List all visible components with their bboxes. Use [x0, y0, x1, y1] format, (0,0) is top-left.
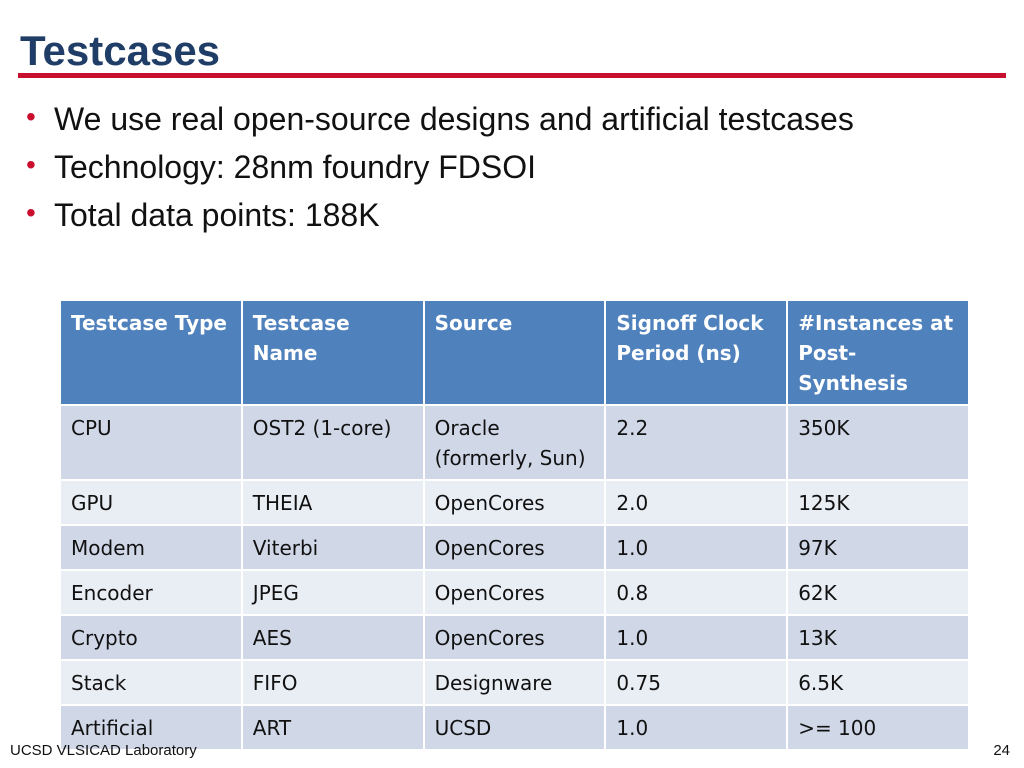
- cell-testcase-name: ART: [242, 706, 423, 749]
- header-testcase-name: Testcase Name: [242, 301, 423, 404]
- bullet-text: Technology: 28nm foundry FDSOI: [54, 149, 537, 185]
- cell-instances: 13K: [788, 616, 968, 659]
- cell-testcase-type: Stack: [61, 661, 241, 704]
- bullet-list: • We use real open-source designs and ar…: [26, 97, 854, 241]
- table-row: Encoder JPEG OpenCores 0.8 62K: [61, 571, 968, 614]
- cell-instances: 350K: [788, 406, 968, 479]
- header-testcase-type: Testcase Type: [61, 301, 241, 404]
- cell-clock-period: 2.0: [606, 481, 787, 524]
- header-instances: #Instances at Post-Synthesis: [788, 301, 968, 404]
- cell-source: OpenCores: [424, 571, 605, 614]
- table-row: Modem Viterbi OpenCores 1.0 97K: [61, 526, 968, 569]
- cell-testcase-type: Encoder: [61, 571, 241, 614]
- table-row: Stack FIFO Designware 0.75 6.5K: [61, 661, 968, 704]
- bullet-item: • Technology: 28nm foundry FDSOI: [26, 145, 854, 193]
- cell-source: OpenCores: [424, 481, 605, 524]
- table-row: GPU THEIA OpenCores 2.0 125K: [61, 481, 968, 524]
- cell-clock-period: 2.2: [606, 406, 787, 479]
- cell-clock-period: 1.0: [606, 616, 787, 659]
- cell-source: OpenCores: [424, 616, 605, 659]
- cell-testcase-name: OST2 (1-core): [242, 406, 423, 479]
- cell-clock-period: 1.0: [606, 526, 787, 569]
- cell-testcase-type: CPU: [61, 406, 241, 479]
- cell-instances: 6.5K: [788, 661, 968, 704]
- cell-testcase-type: GPU: [61, 481, 241, 524]
- header-signoff-clock-period: Signoff Clock Period (ns): [606, 301, 787, 404]
- cell-testcase-type: Crypto: [61, 616, 241, 659]
- cell-testcase-name: THEIA: [242, 481, 423, 524]
- cell-testcase-name: FIFO: [242, 661, 423, 704]
- cell-testcase-type: Artificial: [61, 706, 241, 749]
- bullet-dot-icon: •: [26, 149, 36, 180]
- title-underline: [18, 73, 1006, 78]
- table-row: Artificial ART UCSD 1.0 >= 100: [61, 706, 968, 749]
- cell-testcase-name: JPEG: [242, 571, 423, 614]
- cell-clock-period: 0.8: [606, 571, 787, 614]
- bullet-text: Total data points: 188K: [54, 197, 380, 233]
- cell-source: OpenCores: [424, 526, 605, 569]
- cell-instances: 97K: [788, 526, 968, 569]
- bullet-item: • Total data points: 188K: [26, 193, 854, 241]
- header-source: Source: [424, 301, 605, 404]
- bullet-item: • We use real open-source designs and ar…: [26, 97, 854, 145]
- table-header-row: Testcase Type Testcase Name Source Signo…: [61, 301, 968, 404]
- cell-instances: 125K: [788, 481, 968, 524]
- cell-instances: >= 100: [788, 706, 968, 749]
- bullet-dot-icon: •: [26, 101, 36, 132]
- testcase-table: Testcase Type Testcase Name Source Signo…: [59, 299, 970, 751]
- cell-testcase-name: AES: [242, 616, 423, 659]
- cell-instances: 62K: [788, 571, 968, 614]
- cell-source: Oracle (formerly, Sun): [424, 406, 605, 479]
- cell-clock-period: 1.0: [606, 706, 787, 749]
- footer-lab-name: UCSD VLSICAD Laboratory: [10, 742, 197, 759]
- page-number: 24: [993, 742, 1010, 759]
- cell-source: Designware: [424, 661, 605, 704]
- bullet-text: We use real open-source designs and arti…: [54, 101, 854, 137]
- bullet-dot-icon: •: [26, 197, 36, 228]
- slide-title: Testcases: [20, 27, 221, 74]
- cell-testcase-type: Modem: [61, 526, 241, 569]
- cell-source: UCSD: [424, 706, 605, 749]
- cell-clock-period: 0.75: [606, 661, 787, 704]
- table-row: Crypto AES OpenCores 1.0 13K: [61, 616, 968, 659]
- cell-testcase-name: Viterbi: [242, 526, 423, 569]
- table-row: CPU OST2 (1-core) Oracle (formerly, Sun)…: [61, 406, 968, 479]
